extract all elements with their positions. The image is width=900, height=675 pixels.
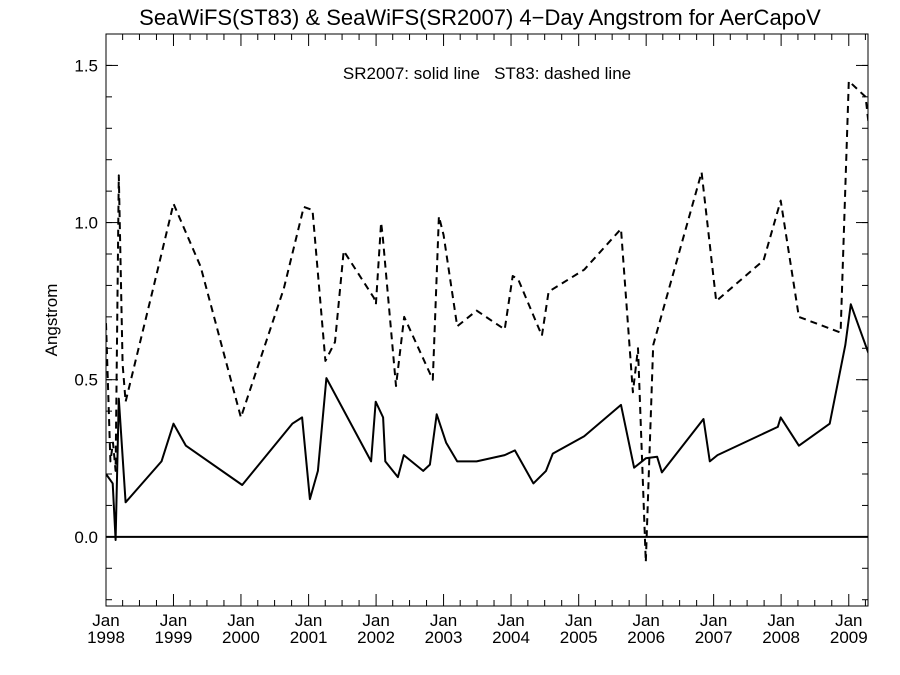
y-tick-label: 1.5 [74, 56, 98, 75]
x-tick-label-month: Jan [565, 611, 592, 630]
chart-annotation: SR2007: solid line ST83: dashed line [343, 64, 631, 83]
x-tick-label-month: Jan [835, 611, 862, 630]
x-tick-label-month: Jan [160, 611, 187, 630]
x-tick-label-month: Jan [767, 611, 794, 630]
plot-frame [105, 33, 869, 607]
x-tick-label-year: 2000 [222, 628, 260, 647]
x-tick-label-month: Jan [700, 611, 727, 630]
x-tick-label-month: Jan [430, 611, 457, 630]
x-tick-label-year: 2009 [830, 628, 868, 647]
series-line-st83 [106, 80, 868, 563]
x-tick-label-month: Jan [92, 611, 119, 630]
x-tick-label-year: 2005 [560, 628, 598, 647]
series-line-sr2007 [106, 303, 868, 541]
x-tick-label-year: 2001 [290, 628, 328, 647]
x-tick-label-month: Jan [497, 611, 524, 630]
x-tick-label-month: Jan [227, 611, 254, 630]
x-tick-label-year: 2007 [695, 628, 733, 647]
x-tick-label-year: 2004 [492, 628, 530, 647]
y-tick-label: 0.0 [74, 528, 98, 547]
y-axis-ticks: 0.0 0.5 1.0 1.5 [74, 33, 868, 601]
x-tick-label-year: 1999 [155, 628, 193, 647]
plot-area [105, 33, 869, 607]
x-tick-label-year: 2003 [425, 628, 463, 647]
y-tick-label: 1.0 [74, 214, 98, 233]
x-tick-label-month: Jan [362, 611, 389, 630]
x-tick-label-month: Jan [295, 611, 322, 630]
y-tick-label: 0.5 [74, 371, 98, 390]
x-tick-label-year: 2006 [627, 628, 665, 647]
x-tick-label-year: 2002 [357, 628, 395, 647]
x-axis-ticks: Jan1998Jan1999Jan2000Jan2001Jan2002Jan20… [87, 34, 868, 647]
chart-title: SeaWiFS(ST83) & SeaWiFS(SR2007) 4−Day An… [139, 5, 821, 30]
x-tick-label-month: Jan [632, 611, 659, 630]
x-tick-label-year: 1998 [87, 628, 125, 647]
x-tick-label-year: 2008 [762, 628, 800, 647]
y-axis-label: Angstrom [42, 284, 61, 357]
